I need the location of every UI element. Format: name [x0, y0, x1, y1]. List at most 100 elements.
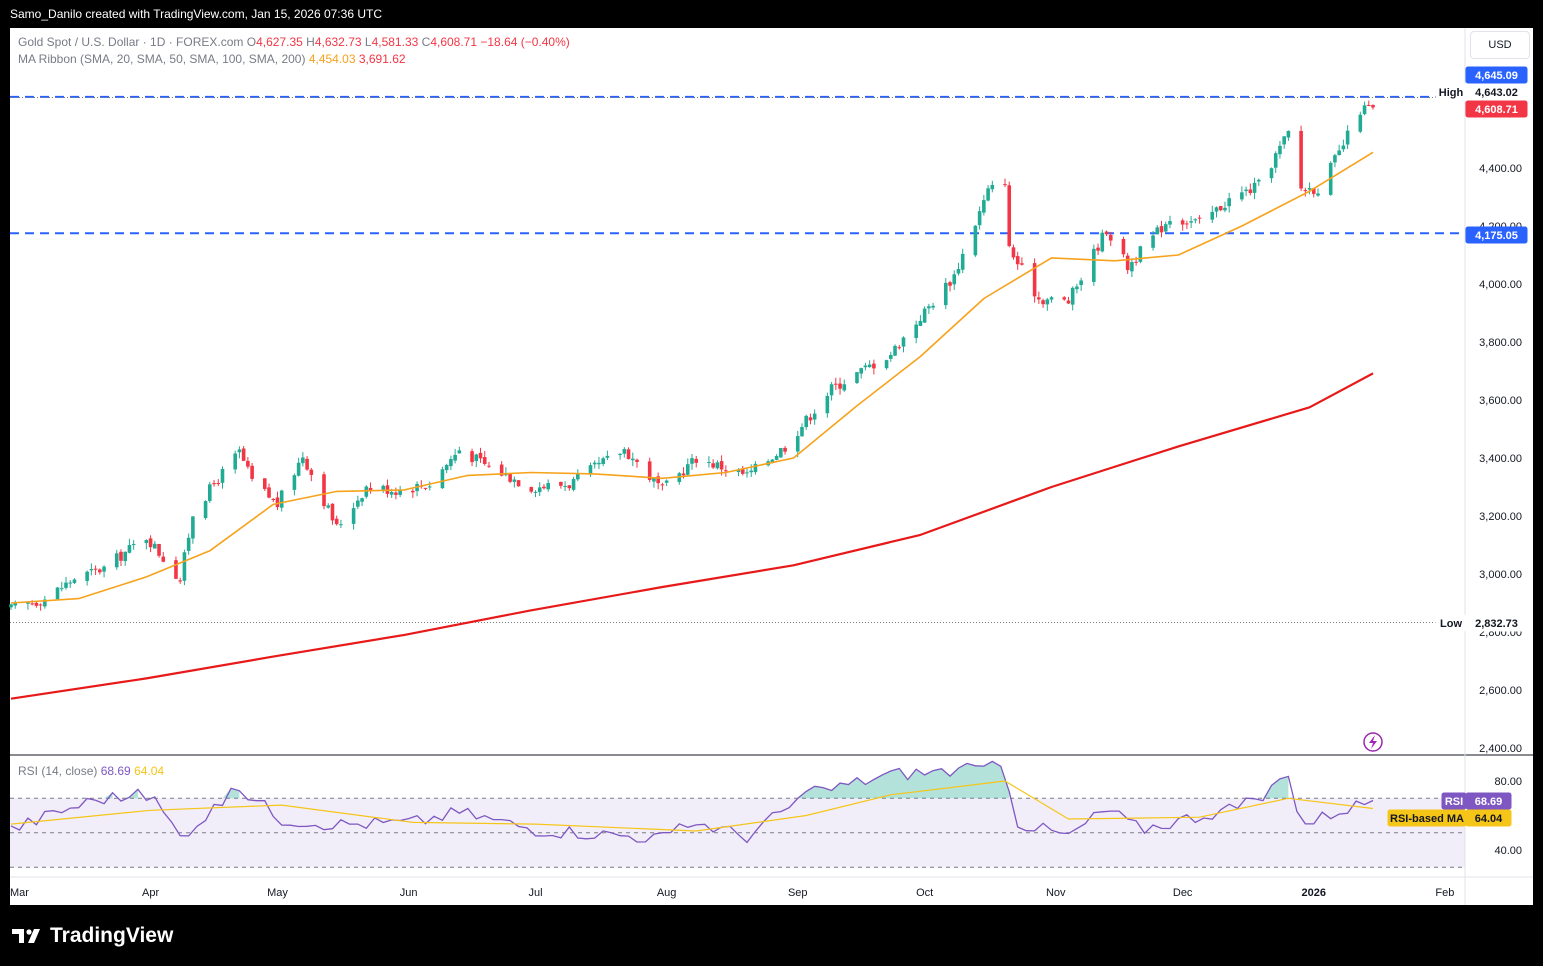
- candle-up: [605, 455, 610, 458]
- candle-down: [330, 503, 335, 521]
- candle-down: [1066, 300, 1071, 304]
- candle-up: [123, 551, 128, 562]
- lightning-icon[interactable]: [1363, 732, 1383, 752]
- rsi-overbought-fill: [814, 786, 824, 799]
- candle-up: [1151, 235, 1155, 248]
- candle-up: [863, 365, 868, 368]
- ma-legend: MA Ribbon (SMA, 20, SMA, 50, SMA, 100, S…: [18, 52, 406, 66]
- candle-up: [1252, 182, 1257, 193]
- candle-up: [867, 364, 872, 368]
- candle-up: [685, 464, 690, 475]
- candle-up: [779, 448, 783, 458]
- ohlc-high: H4,632.73: [306, 35, 361, 49]
- candle-up: [301, 457, 305, 464]
- candle-up: [973, 225, 978, 256]
- ma-label: MA Ribbon (SMA, 20, SMA, 50, SMA, 100, S…: [18, 52, 306, 66]
- price-tick-label: 3,400.00: [1479, 453, 1522, 465]
- candle-down: [724, 470, 728, 472]
- high-value-badge: 4,643.02: [1465, 83, 1528, 101]
- candle-down: [834, 383, 838, 385]
- rsi-overbought-fill: [873, 774, 883, 799]
- candle-down: [1037, 297, 1041, 300]
- candle-down: [119, 551, 123, 561]
- candle-down: [174, 560, 178, 579]
- rsi-ma-value-badge-text: 64.04: [1475, 813, 1503, 825]
- rsi-overbought-fill: [924, 770, 934, 799]
- candle-up: [1193, 219, 1198, 221]
- candle-down: [178, 580, 182, 582]
- rsi-overbought-fill: [950, 768, 959, 799]
- candle-down: [93, 568, 98, 570]
- candle-up: [884, 360, 889, 369]
- high-value: 4,632.73: [314, 35, 362, 49]
- rsi-overbought-fill: [806, 786, 815, 799]
- currency-button[interactable]: USD: [1470, 31, 1530, 59]
- chart-frame: [10, 28, 1533, 905]
- candle-up: [1341, 145, 1346, 150]
- candle-up: [956, 269, 961, 274]
- candle-up: [64, 582, 68, 588]
- candle-up: [1269, 168, 1274, 179]
- candle-up: [677, 473, 682, 483]
- candle-up: [339, 524, 343, 526]
- rsi-tick-label: 40.00: [1494, 845, 1522, 857]
- candle-down: [567, 485, 572, 489]
- rsi-pane: [10, 760, 1465, 868]
- candle-up: [1214, 207, 1219, 212]
- candle-up: [55, 587, 60, 600]
- candle-down: [1185, 223, 1189, 225]
- ohlc-low: L4,581.33: [365, 35, 418, 49]
- price-tick-label: 3,600.00: [1479, 395, 1522, 407]
- lightning-icon-ring: [1363, 732, 1383, 752]
- sma200-line: [10, 372, 1374, 700]
- candle-up: [237, 449, 242, 453]
- candle-up: [1138, 246, 1143, 262]
- candle-up: [474, 454, 479, 461]
- candle-up: [859, 368, 863, 374]
- candle-up: [918, 320, 923, 326]
- candle-up: [715, 462, 720, 469]
- candle-up: [825, 395, 830, 414]
- candle-up: [770, 459, 775, 463]
- candle-down: [542, 486, 546, 489]
- candle-down: [1134, 261, 1138, 263]
- resistance-badge-text: 4,645.09: [1475, 70, 1518, 82]
- candle-up: [893, 345, 897, 356]
- candle-down: [1303, 190, 1308, 192]
- candle-up: [1045, 299, 1050, 305]
- candle-up: [1240, 192, 1244, 200]
- low-label-badge-text: Low: [1440, 618, 1462, 630]
- candle-up: [986, 188, 990, 201]
- candle-up: [1273, 153, 1278, 168]
- candle-down: [38, 604, 43, 606]
- candle-up: [795, 436, 800, 452]
- candle-down: [1121, 238, 1126, 255]
- candle-up: [707, 461, 711, 463]
- candle-down: [1011, 247, 1016, 258]
- candle-down: [516, 480, 521, 487]
- candle-down: [499, 464, 504, 476]
- candle-up: [59, 588, 64, 590]
- candle-down: [470, 451, 474, 463]
- candle-down: [411, 490, 415, 493]
- candle-down: [1159, 226, 1164, 233]
- candle-up: [927, 306, 931, 309]
- low-value-badge: 2,832.73: [1465, 614, 1528, 632]
- low-value-badge-text: 2,832.73: [1475, 618, 1518, 630]
- support-badge: 4,175.05: [1465, 226, 1528, 244]
- tradingview-logo[interactable]: TradingView: [12, 924, 173, 948]
- candle-up: [982, 200, 986, 213]
- candle-up: [690, 458, 694, 464]
- candle-down: [1366, 104, 1371, 106]
- candle-down: [262, 478, 267, 489]
- candle-up: [326, 505, 331, 508]
- candle-up: [1282, 136, 1286, 145]
- candle-down: [1299, 130, 1303, 189]
- last-price-badge: 4,608.71: [1465, 100, 1528, 118]
- candle-down: [1125, 255, 1130, 271]
- candle-down: [948, 282, 952, 286]
- change-value: −18.64 (−0.40%): [480, 35, 570, 49]
- candle-up: [952, 274, 957, 285]
- candle-up: [1286, 130, 1291, 138]
